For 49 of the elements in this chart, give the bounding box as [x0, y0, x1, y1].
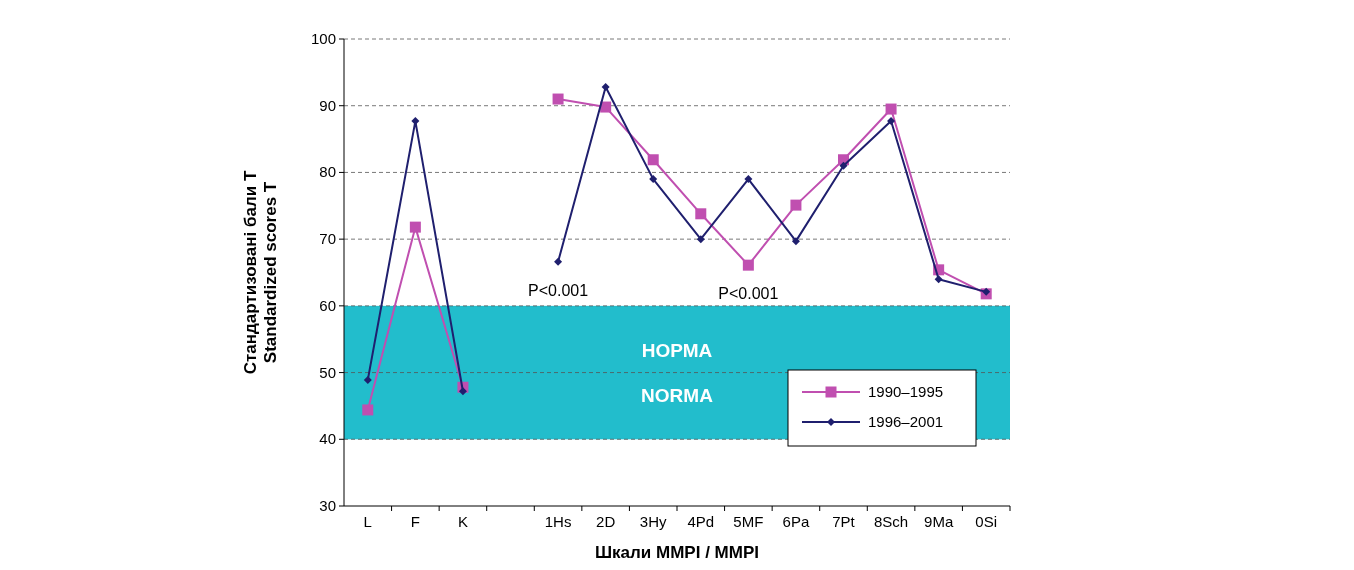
point [554, 257, 563, 266]
y-tick-label: 100 [310, 30, 336, 47]
point [601, 83, 610, 92]
annotation: P<0.001 [528, 281, 589, 299]
point [649, 175, 658, 184]
x-tick-label: 9Ma [924, 513, 954, 530]
point [744, 175, 753, 184]
y-tick-label: 80 [319, 163, 336, 181]
point [409, 221, 421, 233]
y-axis-title: Стандартизовані бали Т Standardized scores T [241, 170, 280, 375]
legend-label: 1996–2001 [868, 413, 944, 430]
point [742, 259, 754, 271]
y-tick-label: 30 [319, 497, 336, 514]
point [790, 199, 802, 211]
point [600, 101, 612, 113]
x-tick-label: 6Pa [782, 513, 810, 530]
text: НОРМА NORMA [641, 340, 713, 406]
y-tick-label: 50 [319, 363, 336, 381]
y-tick-label: 40 [319, 430, 336, 448]
point [552, 93, 564, 105]
x-tick-label: 8Sch [873, 513, 909, 530]
x-tick-label: 3Hy [639, 513, 668, 530]
y-tick-label: 70 [319, 230, 336, 248]
point [362, 404, 374, 416]
point [695, 208, 707, 220]
x-axis-title: Шкали MMPI / MMPI [595, 543, 759, 562]
point [839, 161, 848, 170]
x-tick-label: 4Pd [687, 513, 715, 530]
point [647, 154, 659, 166]
point [458, 387, 467, 396]
x-tick-label: 5MF [733, 513, 764, 530]
legend-label: 1990–1995 [868, 383, 944, 400]
y-tick-label: 90 [319, 96, 336, 114]
x-tick-label: K [457, 513, 468, 530]
x-tick-label: 7Pt [832, 513, 856, 530]
x-tick-label: 0Si [975, 513, 998, 530]
point [887, 117, 896, 126]
x-tick-label: 2D [596, 513, 616, 530]
point [934, 275, 943, 284]
point [982, 287, 991, 296]
point [791, 237, 800, 246]
y-tick-label: 60 [319, 296, 336, 314]
x-tick-label: 1Hs [544, 513, 572, 530]
x-tick-label: F [410, 513, 420, 530]
point [696, 235, 705, 244]
point [363, 375, 372, 384]
annotation: P<0.001 [718, 285, 779, 303]
x-tick-label: L [363, 513, 372, 530]
point [885, 103, 897, 115]
